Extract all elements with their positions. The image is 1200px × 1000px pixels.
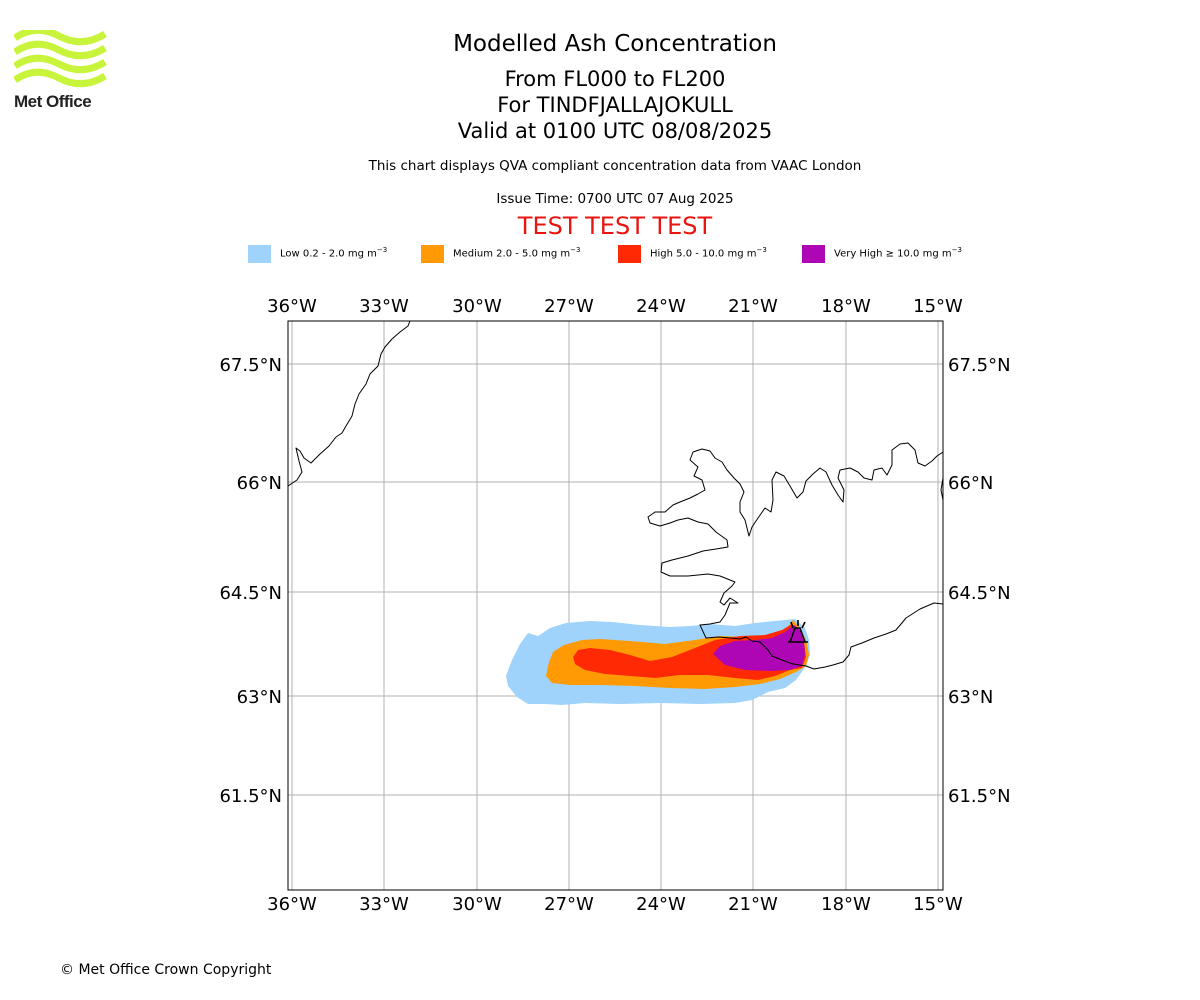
iceland-coast: [647, 442, 943, 670]
legend-unit-medium: −3: [570, 246, 581, 254]
lon-label-bottom: 18°W: [821, 894, 871, 915]
legend-unit-high: −3: [756, 246, 767, 254]
lat-label-left: 64.5°N: [219, 583, 282, 604]
volcano-marker-icon: [788, 620, 808, 643]
lon-label-bottom: 36°W: [267, 894, 317, 915]
iceland-east-coast: [940, 477, 943, 501]
lon-label-bottom: 33°W: [359, 894, 409, 915]
lat-labels-left: 67.5°N 66°N 64.5°N 63°N 61.5°N: [219, 355, 282, 807]
lat-label-right: 67.5°N: [948, 355, 1011, 376]
legend-unit-very-high: −3: [951, 246, 962, 254]
test-banner: TEST TEST TEST: [517, 212, 713, 240]
met-office-waves-icon: [12, 26, 107, 88]
lon-label-bottom: 15°W: [913, 894, 963, 915]
flight-level-range: From FL000 to FL200: [504, 67, 726, 91]
lon-label-bottom: 21°W: [728, 894, 778, 915]
compliance-note: This chart displays QVA compliant concen…: [368, 158, 862, 174]
lat-label-left: 63°N: [237, 687, 282, 708]
lat-label-right: 61.5°N: [948, 786, 1011, 807]
legend-swatch-medium: [421, 245, 444, 263]
map-area: [288, 321, 943, 890]
coastlines: [288, 321, 943, 670]
volcano-name: For TINDFJALLAJOKULL: [497, 93, 733, 117]
lon-label-top: 30°W: [452, 296, 502, 317]
chart-title: Modelled Ash Concentration: [453, 31, 777, 57]
lon-label-top: 18°W: [821, 296, 871, 317]
legend-label-high: High 5.0 - 10.0 mg m: [650, 248, 757, 260]
met-office-logo: Met Office: [12, 26, 109, 112]
lon-label-top: 27°W: [544, 296, 594, 317]
lon-label-bottom: 30°W: [452, 894, 502, 915]
lat-label-left: 66°N: [237, 473, 282, 494]
lat-labels-right: 67.5°N 66°N 64.5°N 63°N 61.5°N: [948, 355, 1011, 807]
legend-swatch-high: [618, 245, 641, 263]
lon-label-top: 24°W: [636, 296, 686, 317]
lat-label-right: 63°N: [948, 687, 993, 708]
lon-labels-bottom: 36°W 33°W 30°W 27°W 24°W 21°W 18°W 15°W: [267, 894, 963, 915]
legend-swatch-very-high: [802, 245, 825, 263]
lon-label-top: 15°W: [913, 296, 963, 317]
lon-label-bottom: 27°W: [544, 894, 594, 915]
concentration-legend: Low 0.2 - 2.0 mg m−3 Medium 2.0 - 5.0 mg…: [0, 244, 1200, 264]
lat-label-left: 67.5°N: [219, 355, 282, 376]
legend-swatch-low: [248, 245, 271, 263]
legend-unit-low: −3: [376, 246, 388, 254]
chart-titles: Modelled Ash Concentration From FL000 to…: [0, 30, 1200, 144]
lon-labels-top: 36°W 33°W 30°W 27°W 24°W 21°W 18°W 15°W: [267, 296, 963, 317]
valid-time: Valid at 0100 UTC 08/08/2025: [457, 119, 773, 143]
lat-label-left: 61.5°N: [219, 786, 282, 807]
lon-label-top: 33°W: [359, 296, 409, 317]
greenland-coast: [288, 321, 411, 487]
lon-label-bottom: 24°W: [636, 894, 686, 915]
logo-text: Met Office: [14, 92, 92, 111]
copyright-footer: © Met Office Crown Copyright: [60, 962, 272, 978]
legend-label-low: Low 0.2 - 2.0 mg m: [280, 248, 377, 260]
map-gridlines: [288, 321, 943, 890]
legend-label-very-high: Very High ≥ 10.0 mg m: [834, 248, 952, 260]
legend-label-medium: Medium 2.0 - 5.0 mg m: [453, 248, 571, 260]
lon-label-top: 21°W: [728, 296, 778, 317]
lon-label-top: 36°W: [267, 296, 317, 317]
lat-label-right: 66°N: [948, 473, 993, 494]
map-frame: [287, 320, 944, 891]
lat-label-right: 64.5°N: [948, 583, 1011, 604]
issue-time: Issue Time: 0700 UTC 07 Aug 2025: [496, 191, 734, 207]
